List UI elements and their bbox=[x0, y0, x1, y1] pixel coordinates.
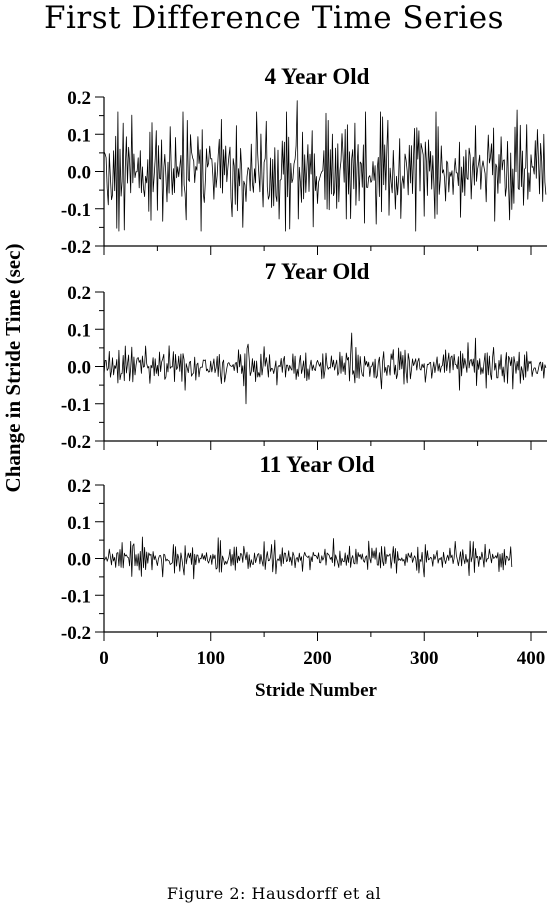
y-tick-label: -0.2 bbox=[61, 623, 91, 644]
y-tick-label: 0.1 bbox=[67, 320, 91, 341]
y-tick-label: -0.1 bbox=[61, 395, 91, 416]
panel-title: 11 Year Old bbox=[259, 452, 374, 477]
chart-panel-3: 0.2 0.1 0.0 -0.1 -0.2 0 100 200 300 400 11 Year Ol… bbox=[61, 452, 547, 669]
y-tick-label: 0.2 bbox=[67, 88, 91, 109]
y-axis-label: Change in Stride Time (sec) bbox=[1, 244, 25, 493]
y-tick-label: 0.1 bbox=[67, 513, 91, 534]
x-tick-label: 400 bbox=[517, 648, 546, 669]
panel-title: 4 Year Old bbox=[265, 64, 370, 89]
y-tick-label: 0.2 bbox=[67, 283, 91, 304]
panel-title: 7 Year Old bbox=[265, 259, 370, 284]
x-tick-label: 0 bbox=[99, 648, 109, 669]
series-line bbox=[103, 332, 547, 405]
y-tick-label: -0.1 bbox=[61, 200, 91, 221]
x-tick-label: 200 bbox=[303, 648, 332, 669]
figure-caption: Figure 2: Hausdorff et al bbox=[166, 884, 382, 903]
y-tick-label: -0.2 bbox=[61, 237, 91, 258]
y-tick-label: 0.0 bbox=[67, 163, 91, 184]
y-tick-label: -0.1 bbox=[61, 586, 91, 607]
y-tick-label: 0.0 bbox=[67, 358, 91, 379]
x-tick-label: 100 bbox=[196, 648, 225, 669]
x-axis-label: Stride Number bbox=[255, 680, 377, 701]
y-tick-label: 0.1 bbox=[67, 125, 91, 146]
chart-panel-2: 0.2 0.1 0.0 -0.1 -0.2 7 Year Old bbox=[61, 259, 547, 453]
x-tick-label: 300 bbox=[410, 648, 439, 669]
chart-panel-1: 0.2 0.1 0.0 -0.1 -0.2 4 Year Old bbox=[61, 64, 547, 258]
figure-title: First Difference Time Series bbox=[44, 0, 504, 36]
series-line bbox=[103, 100, 547, 232]
y-tick-label: 0.0 bbox=[67, 550, 91, 571]
y-tick-label: 0.2 bbox=[67, 476, 91, 497]
y-tick-label: -0.2 bbox=[61, 432, 91, 453]
series-line bbox=[103, 536, 513, 580]
